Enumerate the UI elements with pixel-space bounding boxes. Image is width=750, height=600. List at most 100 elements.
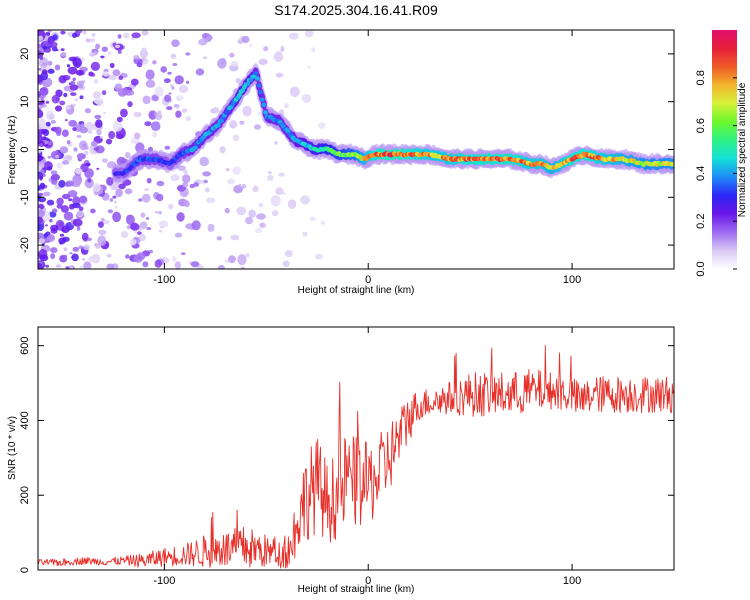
spectrogram-noise-cell	[50, 170, 58, 175]
spectrogram-ridge-core	[248, 77, 254, 83]
spectrogram-noise-cell	[63, 211, 74, 221]
spectrogram-noise-cell	[284, 250, 293, 258]
spectrogram-y-tick-label: 20	[19, 48, 31, 60]
spectrogram-noise-cell	[47, 155, 52, 159]
spectrogram-noise-cell	[117, 49, 122, 54]
spectrogram-noise-cell	[76, 80, 84, 88]
spectrogram-noise-cell	[240, 266, 245, 269]
spectrogram-noise-cell	[228, 255, 236, 264]
spectrogram-ridge-core	[237, 93, 242, 98]
spectrogram-noise-cell	[118, 75, 124, 80]
spectrogram-noise-cell	[138, 198, 143, 202]
spectrogram-noise-cell	[186, 80, 190, 85]
snr-y-tick-label: 0	[19, 567, 31, 573]
spectrogram-noise-cell	[114, 205, 118, 209]
spectrogram-noise-cell	[242, 105, 252, 117]
spectrogram-noise-cell	[142, 95, 151, 105]
spectrogram-noise-cell	[65, 105, 72, 110]
spectrogram-noise-cell	[224, 259, 229, 264]
spectrogram-noise-cell	[60, 205, 69, 213]
spectrogram-noise-cell	[56, 162, 63, 169]
spectrogram-noise-cell	[63, 254, 68, 258]
spectrogram-noise-cell	[83, 261, 92, 269]
spectrogram-noise-cell	[170, 84, 174, 87]
snr-panel: -100 0 100 0 200 400 600 Height of straight l…	[7, 326, 675, 595]
spectrogram-noise-cell	[107, 209, 114, 214]
spectrogram-noise-cell	[76, 153, 86, 160]
spectrogram-noise-cell	[185, 115, 191, 122]
spectrogram-noise-cell	[145, 217, 150, 220]
spectrogram-noise-cell	[172, 63, 178, 66]
spectrogram-y-label: Frequency (Hz)	[7, 116, 18, 185]
spectrogram-ridge-core	[263, 110, 268, 115]
spectrogram-x-tick-label: 100	[563, 274, 581, 286]
spectrogram-ridge-core	[261, 102, 267, 108]
spectrogram-noise-cell	[254, 124, 261, 130]
spectrogram-noise-cell	[275, 187, 284, 195]
spectrogram-noise-cell	[61, 193, 71, 200]
spectrogram-noise-cell	[258, 58, 268, 65]
spectrogram-noise-cell	[81, 232, 89, 241]
spectrogram-noise-cell	[84, 177, 94, 189]
spectrogram-noise-cell	[44, 224, 49, 227]
spectrogram-noise-cell	[51, 45, 58, 52]
spectrogram-noise-cell	[174, 261, 182, 269]
spectrogram-noise-cell	[93, 147, 100, 151]
spectrogram-noise-cell	[138, 233, 146, 242]
spectrogram-noise-cell	[154, 259, 162, 268]
spectrogram-noise-cell	[106, 253, 112, 258]
spectrogram-noise-cell	[112, 120, 123, 132]
spectrogram-noise-cell	[59, 146, 69, 154]
spectrogram-noise-cell	[202, 56, 208, 60]
spectrogram-noise-cell	[96, 100, 104, 106]
spectrogram-noise-cell	[69, 252, 73, 255]
spectrogram-noise-cell	[90, 140, 98, 147]
spectrogram-noise-cell	[91, 32, 96, 37]
spectrogram-noise-cell	[171, 39, 180, 47]
spectrogram-noise-cell	[45, 100, 50, 104]
spectrogram-noise-cell	[58, 75, 67, 84]
spectrogram-noise-cell	[195, 68, 205, 76]
spectrogram-noise-cell	[46, 199, 55, 206]
spectrogram-noise-cell	[55, 154, 59, 159]
spectrogram-noise-cell	[154, 86, 164, 97]
spectrogram-noise-cell	[72, 77, 76, 81]
spectrogram-noise-cell	[75, 168, 83, 175]
spectrogram-noise-cell	[96, 167, 100, 170]
spectrogram-noise-cell	[127, 101, 133, 108]
spectrogram-noise-cell	[38, 238, 46, 244]
spectrogram-noise-cell	[102, 71, 110, 77]
spectrogram-noise-cell	[289, 86, 300, 98]
spectrogram-noise-cell	[38, 35, 44, 41]
spectrogram-noise-cell	[54, 64, 61, 71]
spectrogram-noise-cell	[125, 214, 135, 225]
spectrogram-noise-cell	[95, 243, 101, 249]
spectrogram-noise-cell	[217, 58, 227, 69]
spectrogram-noise-cell	[38, 216, 43, 224]
spectrogram-noise-cell	[101, 217, 105, 222]
spectrogram-noise-cell	[123, 32, 130, 39]
spectrogram-noise-cell	[106, 263, 114, 269]
spectrogram-ridge-core	[245, 81, 251, 87]
spectrogram-noise-cell	[89, 38, 96, 43]
spectrogram-noise-cell	[202, 171, 212, 177]
spectrogram-noise-cell	[112, 69, 121, 77]
spectrogram-noise-cell	[168, 203, 174, 210]
spectrogram-noise-cell	[146, 177, 152, 184]
spectrogram-noise-cell	[49, 218, 53, 223]
spectrogram-noise-cell	[72, 218, 83, 227]
spectrogram-noise-cell	[130, 222, 140, 231]
spectrogram-noise-cell	[158, 220, 169, 228]
spectrogram-noise-cell	[101, 90, 107, 96]
spectrogram-noise-cell	[140, 212, 146, 218]
spectrogram-noise-cell	[66, 64, 71, 68]
spectrogram-noise-cell	[241, 183, 247, 189]
spectrogram-noise-cell	[50, 253, 56, 260]
spectrogram-noise-cell	[95, 43, 100, 50]
spectrogram-noise-cell	[224, 207, 230, 214]
spectrogram-noise-cell	[95, 119, 103, 128]
spectrogram-noise-cell	[79, 95, 84, 100]
spectrogram-noise-cell	[167, 71, 172, 75]
spectrogram-noise-cell	[170, 53, 177, 59]
